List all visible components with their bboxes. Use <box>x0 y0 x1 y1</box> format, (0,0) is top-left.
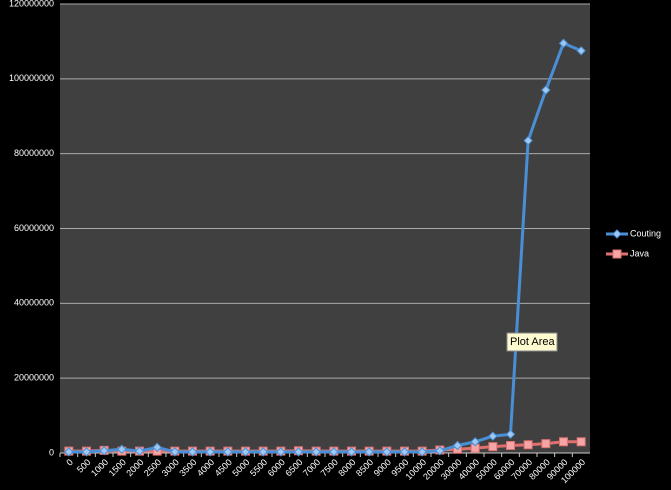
data-point <box>576 437 586 447</box>
data-point <box>152 442 162 453</box>
data-point <box>435 446 445 456</box>
y-tick-label: 60000000 <box>14 223 54 233</box>
data-point <box>134 446 145 456</box>
data-point <box>523 440 533 450</box>
data-point <box>187 447 198 457</box>
tooltip-box <box>506 332 558 352</box>
data-point <box>293 447 304 457</box>
data-point <box>488 442 498 452</box>
data-point <box>612 229 622 239</box>
data-point <box>258 447 268 457</box>
legend-label: Couting <box>630 228 661 238</box>
x-tick-label: 0 <box>64 457 75 468</box>
data-point <box>488 431 498 441</box>
data-point <box>505 429 516 439</box>
y-tick-label: 80000000 <box>14 148 54 158</box>
y-tick-label: 40000000 <box>14 298 54 308</box>
data-point <box>382 447 392 457</box>
y-tick-label: 20000000 <box>14 373 54 383</box>
data-point <box>311 447 321 457</box>
data-point <box>240 447 251 457</box>
tooltip: Plot Area <box>506 332 558 352</box>
data-point <box>223 447 233 457</box>
data-point <box>346 447 357 457</box>
data-point <box>612 249 622 259</box>
data-point <box>399 447 410 457</box>
data-point <box>276 447 286 457</box>
data-point <box>558 38 569 48</box>
data-point <box>81 447 92 457</box>
data-point <box>99 446 109 456</box>
data-point <box>470 437 480 447</box>
tooltip-text: Plot Area <box>510 336 556 348</box>
data-point <box>576 46 586 56</box>
data-point <box>452 440 463 451</box>
data-point <box>64 447 74 457</box>
data-point <box>117 444 127 454</box>
data-point <box>364 447 374 457</box>
data-point <box>523 135 533 146</box>
data-point <box>506 441 515 451</box>
legend-label: Java <box>630 248 649 258</box>
data-point <box>205 447 215 457</box>
data-point <box>559 437 568 447</box>
y-tick-label: 120000000 <box>9 0 54 8</box>
data-point <box>170 447 180 457</box>
y-tick-label: 100000000 <box>9 73 54 83</box>
data-point <box>329 447 339 457</box>
data-point <box>417 447 427 457</box>
y-tick-label: 0 <box>49 447 54 457</box>
data-point <box>541 439 551 449</box>
data-point <box>541 85 551 95</box>
